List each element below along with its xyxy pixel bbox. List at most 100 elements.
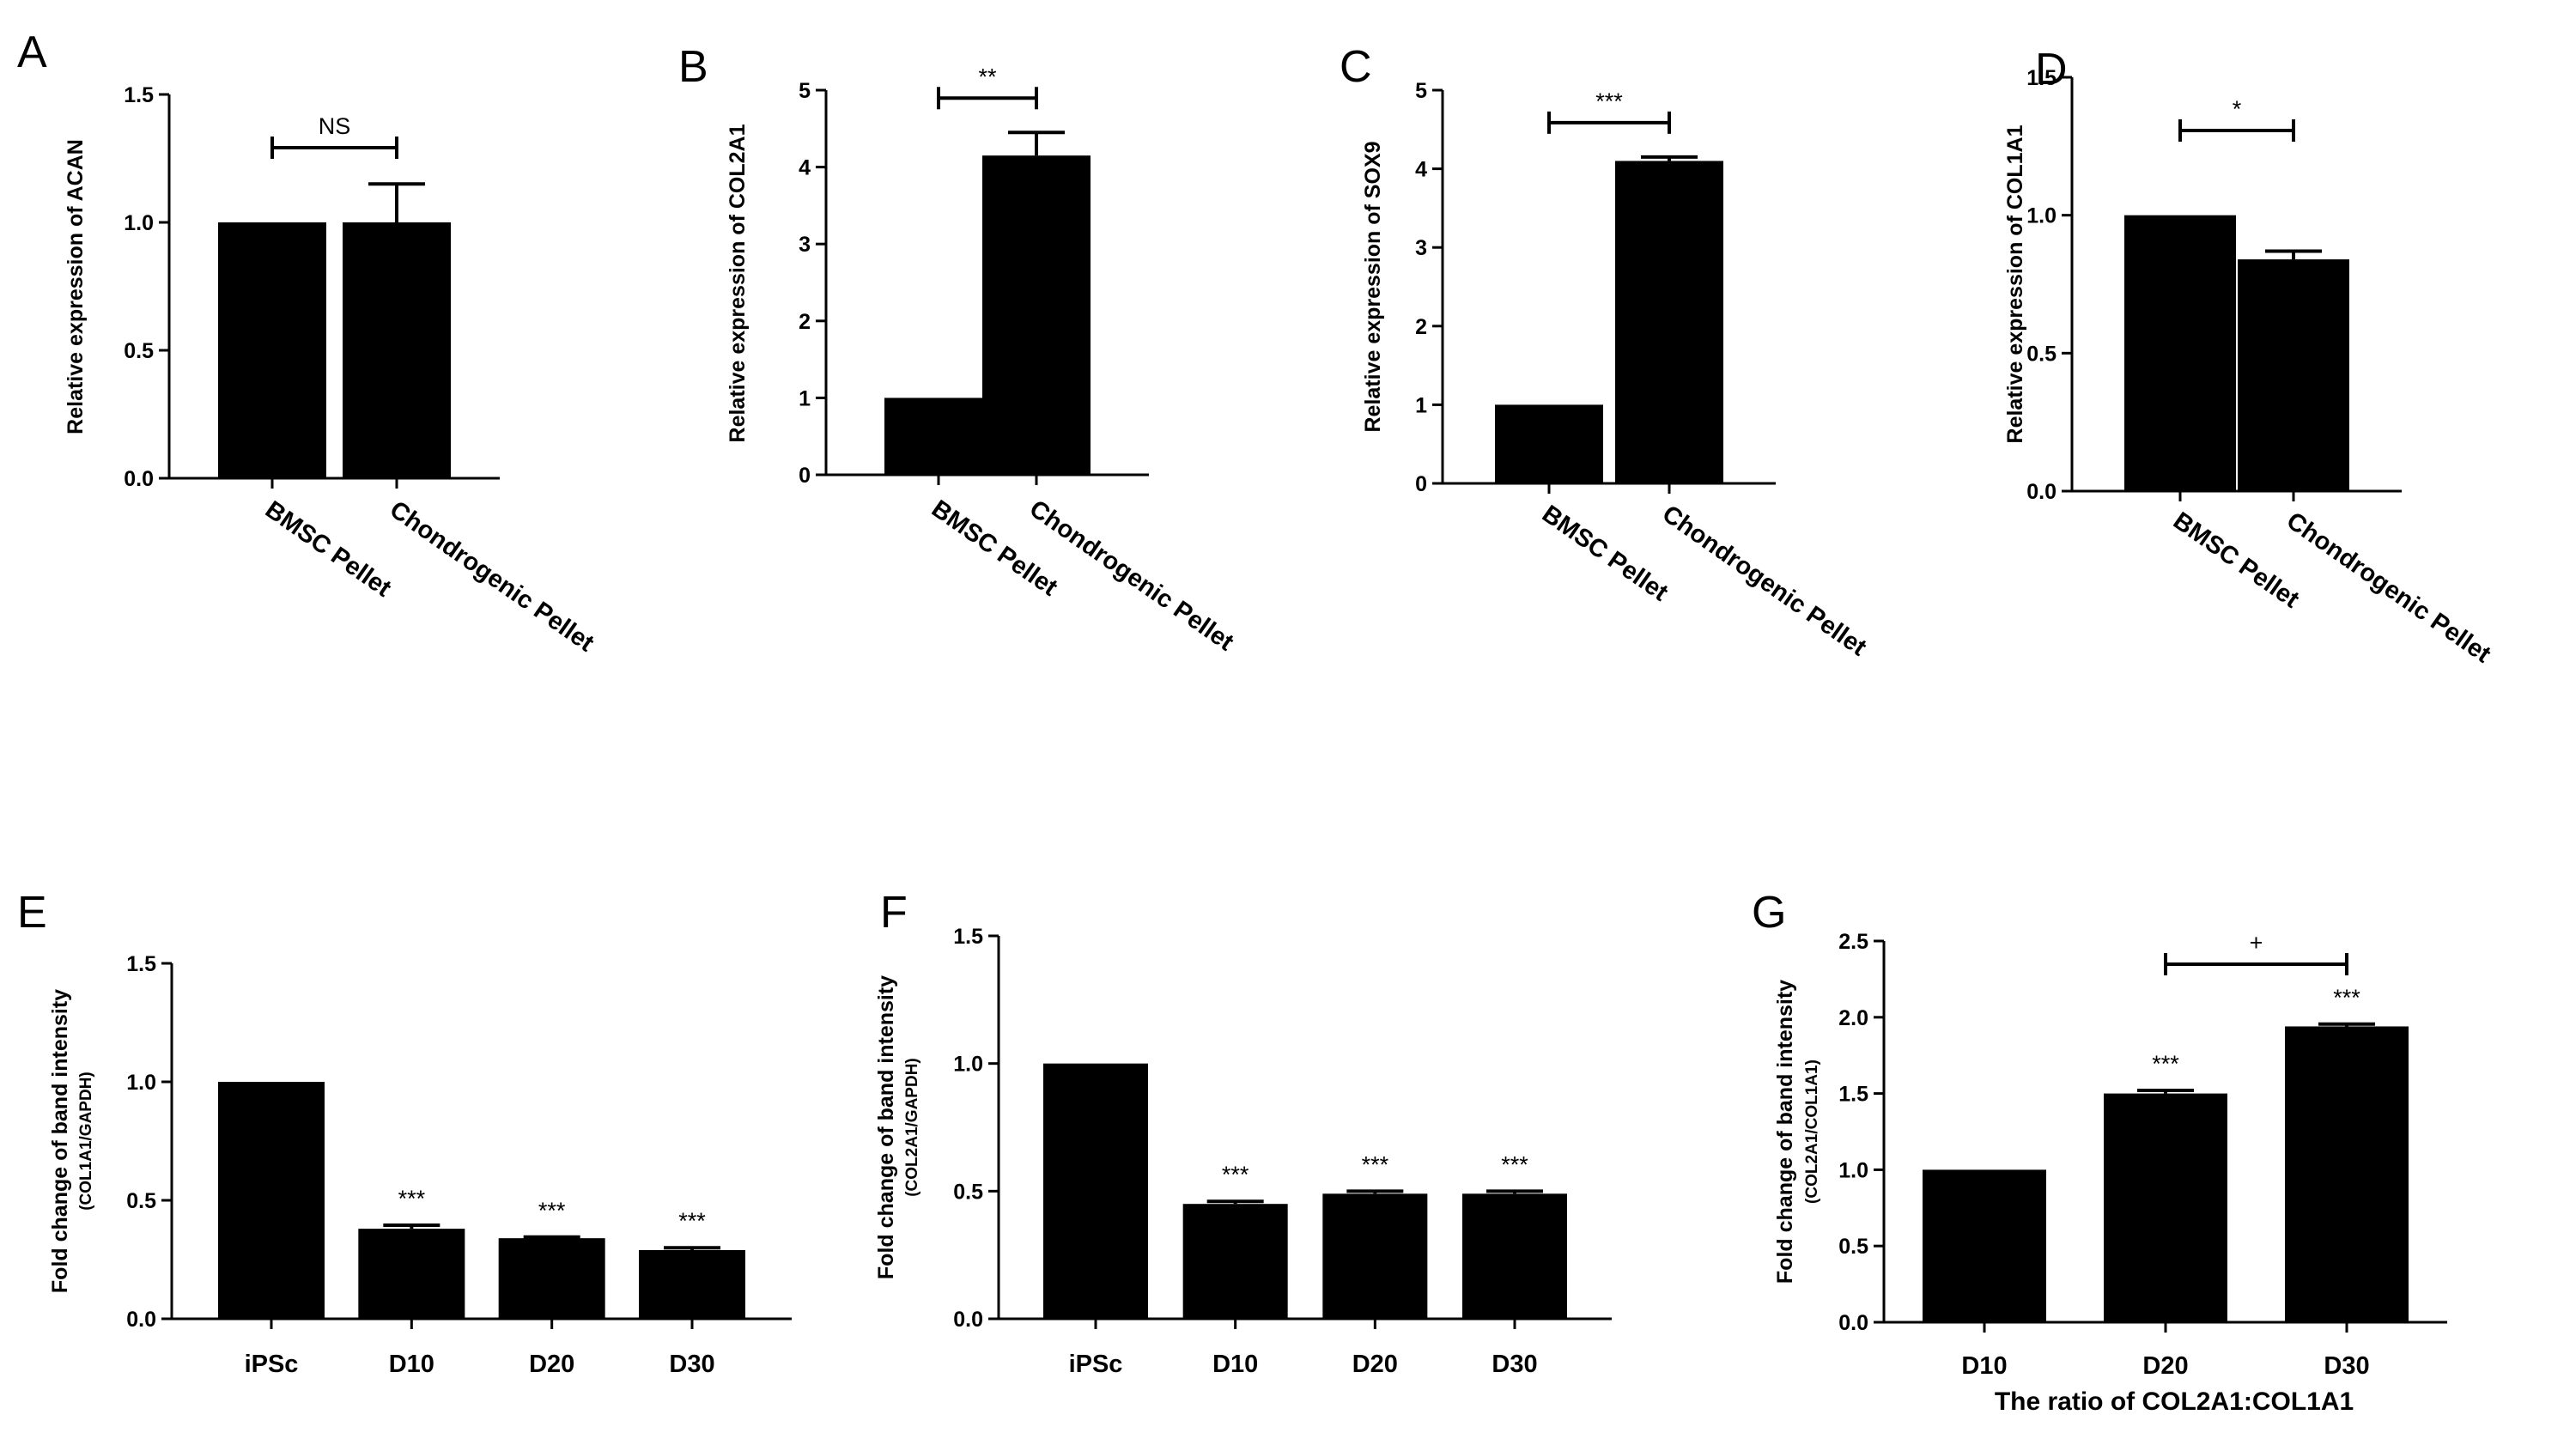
significance-label: *** xyxy=(1222,1162,1249,1187)
y-tick-label: 5 xyxy=(799,79,811,103)
y-tick-label: 1.0 xyxy=(953,1053,983,1077)
x-tick-label: iPSc xyxy=(1069,1351,1123,1378)
significance-label: *** xyxy=(1501,1151,1528,1177)
bar-d20 xyxy=(2104,1093,2227,1322)
y-tick-label: 0.5 xyxy=(953,1180,983,1204)
chart-panel-e: E 0.0 0.5 1.0 1.5 Fold change of band intensi… xyxy=(17,888,792,1378)
bracket-label: ** xyxy=(978,64,997,89)
x-tick-label: D20 xyxy=(1352,1351,1398,1378)
bar-ipsc xyxy=(1043,1063,1148,1319)
chart-panel-c: C 0 1 2 3 4 5 Relative expression of SOX9 BMSC P… xyxy=(1340,42,1872,662)
y-tick-label: 2 xyxy=(799,310,811,334)
chart-panel-g: G 0.0 0.5 1.0 1.5 2.0 2.5 Fold change of band i… xyxy=(1752,888,2447,1416)
y-tick-label: 0.5 xyxy=(2026,342,2057,366)
bracket-label: NS xyxy=(319,113,351,139)
y-tick-label: 0.0 xyxy=(1838,1311,1868,1335)
bar-d20 xyxy=(1322,1193,1428,1319)
y-tick-label: 0.5 xyxy=(124,339,154,363)
y-axis-label: Relative expression of SOX9 xyxy=(1361,141,1385,432)
y-axis-sublabel: (COL2A1/COL1A1) xyxy=(1803,1060,1821,1204)
y-axis-label: Fold change of band intensity xyxy=(48,989,72,1293)
x-tick-label: D30 xyxy=(2324,1352,2369,1380)
bar-ipsc xyxy=(218,1082,325,1319)
y-tick-label: 0.0 xyxy=(2026,480,2057,504)
significance-label: *** xyxy=(2333,985,2360,1011)
y-tick-label: 1.0 xyxy=(2026,204,2057,228)
y-tick-label: 4 xyxy=(1415,158,1427,182)
y-axis-label: Relative expression of ACAN xyxy=(64,139,88,434)
x-tick-label: BMSC Pellet xyxy=(2168,507,2305,614)
y-axis-sublabel: (COL2A1/GAPDH) xyxy=(903,1058,921,1197)
bar-d30 xyxy=(639,1249,745,1319)
x-tick-label: Chondrogenic Pellet xyxy=(385,496,599,658)
x-axis-label: The ratio of COL2A1:COL1A1 xyxy=(1995,1387,2354,1416)
bar-chondrogenic-pellet xyxy=(343,222,451,478)
bar-d30 xyxy=(2285,1026,2409,1322)
y-tick-label: 1.0 xyxy=(126,1071,156,1095)
y-tick-label: 0.0 xyxy=(953,1308,983,1332)
y-tick-label: 4 xyxy=(799,156,811,180)
chart-panel-a: A 0.0 0.5 1.0 1.5 Relative expression of ACAN… xyxy=(17,27,599,658)
significance-label: *** xyxy=(2152,1051,2179,1077)
y-axis-label: Relative expression of COL2A1 xyxy=(726,124,750,442)
chart-panel-f: F 0.0 0.5 1.0 1.5 Fold change of band intensi… xyxy=(874,888,1612,1378)
x-tick-label: BMSC Pellet xyxy=(260,496,397,603)
x-tick-label: Chondrogenic Pellet xyxy=(1657,501,1872,662)
y-tick-label: 1.5 xyxy=(2026,66,2057,90)
panel-letter: A xyxy=(17,27,47,77)
bracket-label: * xyxy=(2233,96,2242,122)
y-tick-label: 1.0 xyxy=(124,211,154,235)
x-tick-label: D10 xyxy=(1212,1351,1258,1378)
x-tick-label: D20 xyxy=(529,1351,574,1378)
panel-letter: D xyxy=(2035,45,2068,94)
y-tick-label: 0.0 xyxy=(124,467,154,491)
y-tick-label: 0 xyxy=(1415,472,1427,496)
bar-chondrogenic-pellet xyxy=(1615,161,1723,483)
bar-d10 xyxy=(358,1229,465,1319)
significance-label: *** xyxy=(678,1208,706,1234)
y-tick-label: 0.5 xyxy=(126,1189,156,1213)
x-tick-label: D10 xyxy=(1961,1352,2007,1380)
y-tick-label: 2.5 xyxy=(1838,930,1868,954)
y-axis-label: Relative expression of COL1A1 xyxy=(2003,124,2027,443)
x-tick-label: D20 xyxy=(2142,1352,2188,1380)
bar-chondrogenic-pellet xyxy=(2238,259,2349,491)
y-tick-label: 3 xyxy=(799,233,811,257)
y-axis-sublabel: (COL1A1/GAPDH) xyxy=(77,1072,95,1211)
bracket-label: + xyxy=(2250,930,2263,956)
panel-letter: E xyxy=(17,888,47,938)
panel-letter: G xyxy=(1752,888,1786,938)
y-tick-label: 1.5 xyxy=(124,83,154,107)
y-tick-label: 1.0 xyxy=(1838,1158,1868,1182)
x-tick-label: BMSC Pellet xyxy=(1537,501,1674,607)
y-tick-label: 1.5 xyxy=(953,925,983,949)
x-tick-label: D30 xyxy=(1492,1351,1537,1378)
bar-chondrogenic-pellet xyxy=(982,155,1091,475)
significance-label: *** xyxy=(1362,1151,1389,1177)
y-tick-label: 5 xyxy=(1415,79,1427,103)
y-tick-label: 2.0 xyxy=(1838,1006,1868,1030)
x-tick-label: D10 xyxy=(389,1351,434,1378)
y-tick-label: 0 xyxy=(799,464,811,488)
y-tick-label: 0.5 xyxy=(1838,1235,1868,1259)
bar-bmsc-pellet xyxy=(218,222,326,478)
y-axis-label: Fold change of band intensity xyxy=(1773,980,1797,1284)
bar-d30 xyxy=(1462,1193,1567,1319)
significance-label: *** xyxy=(538,1198,566,1223)
y-tick-label: 1.5 xyxy=(126,952,156,976)
panel-letter: C xyxy=(1340,42,1372,92)
y-tick-label: 1 xyxy=(799,386,811,410)
panel-letter: F xyxy=(880,888,908,938)
significance-label: *** xyxy=(398,1186,426,1211)
bar-d20 xyxy=(498,1238,605,1319)
bar-d10 xyxy=(1923,1169,2046,1322)
bracket-label: *** xyxy=(1595,88,1623,114)
y-tick-label: 1.5 xyxy=(1838,1083,1868,1107)
y-axis-label: Fold change of band intensity xyxy=(874,975,898,1279)
y-tick-label: 0.0 xyxy=(126,1308,156,1332)
bar-bmsc-pellet xyxy=(2124,215,2236,491)
chart-panel-d: D 0.0 0.5 1.0 1.5 Relative expression of COL1… xyxy=(2003,45,2496,669)
bar-d10 xyxy=(1182,1204,1288,1319)
